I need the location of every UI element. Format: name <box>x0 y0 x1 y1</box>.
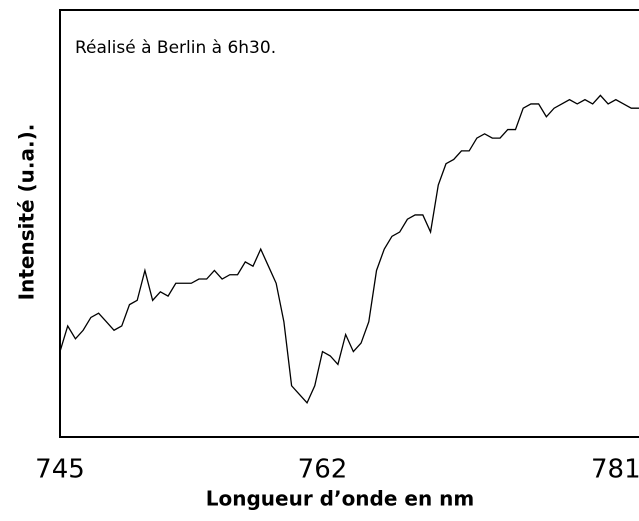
x-tick-label: 781 <box>591 455 639 485</box>
annotation: Réalisé à Berlin à 6h30. <box>75 38 276 58</box>
x-tick-label: 745 <box>35 455 85 485</box>
y-axis-label: Intensité (u.a.). <box>15 124 39 301</box>
x-tick-label: 762 <box>298 455 348 485</box>
spectrum-line <box>59 94 639 405</box>
plot-frame <box>59 9 639 438</box>
x-axis-label: Longueur d’onde en nm <box>206 487 475 511</box>
